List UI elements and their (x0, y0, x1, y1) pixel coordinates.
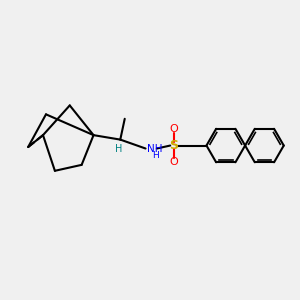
Text: NH: NH (147, 144, 163, 154)
Text: S: S (169, 139, 178, 152)
Text: O: O (169, 124, 178, 134)
Text: H: H (115, 144, 122, 154)
Text: H: H (152, 151, 158, 160)
Text: O: O (169, 157, 178, 167)
